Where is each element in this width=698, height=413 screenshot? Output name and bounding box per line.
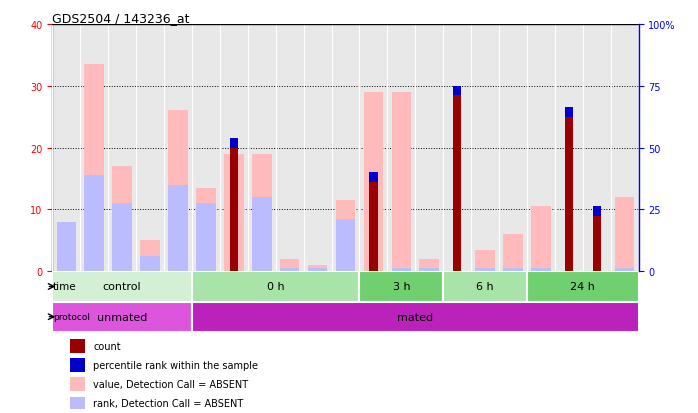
Text: count: count bbox=[94, 341, 121, 351]
Bar bbox=[308, 268, 327, 272]
Bar bbox=[336, 201, 355, 272]
Bar bbox=[336, 219, 355, 272]
Bar bbox=[392, 268, 411, 272]
Bar bbox=[531, 268, 551, 272]
Bar bbox=[308, 266, 327, 272]
Bar bbox=[615, 197, 634, 272]
Bar bbox=[252, 197, 272, 272]
Bar bbox=[70, 377, 84, 391]
Bar bbox=[419, 259, 439, 272]
Text: unmated: unmated bbox=[97, 312, 147, 322]
Bar bbox=[359, 272, 443, 302]
Bar bbox=[196, 204, 216, 272]
Text: protocol: protocol bbox=[52, 313, 89, 321]
Bar bbox=[453, 86, 461, 272]
Bar bbox=[503, 268, 523, 272]
Bar bbox=[565, 108, 573, 272]
Text: percentile rank within the sample: percentile rank within the sample bbox=[94, 360, 258, 370]
Text: GDS2504 / 143236_at: GDS2504 / 143236_at bbox=[52, 12, 190, 25]
Bar bbox=[140, 256, 160, 272]
Text: value, Detection Call = ABSENT: value, Detection Call = ABSENT bbox=[94, 379, 248, 389]
Text: rank, Detection Call = ABSENT: rank, Detection Call = ABSENT bbox=[94, 399, 244, 408]
Bar bbox=[168, 111, 188, 272]
Bar bbox=[230, 139, 238, 272]
Bar bbox=[475, 250, 495, 272]
Bar bbox=[392, 93, 411, 272]
Bar bbox=[565, 108, 573, 117]
Bar bbox=[57, 222, 76, 272]
Bar bbox=[475, 268, 495, 272]
Bar bbox=[419, 268, 439, 272]
Bar bbox=[52, 302, 192, 332]
Bar bbox=[52, 272, 192, 302]
Bar bbox=[192, 302, 639, 332]
Bar bbox=[230, 139, 238, 148]
Bar bbox=[364, 93, 383, 272]
Bar bbox=[280, 259, 299, 272]
Bar bbox=[503, 235, 523, 272]
Bar bbox=[593, 207, 601, 216]
Text: time: time bbox=[52, 282, 76, 292]
Text: 3 h: 3 h bbox=[392, 282, 410, 292]
Bar bbox=[280, 268, 299, 272]
Bar bbox=[369, 173, 378, 272]
Bar bbox=[57, 222, 76, 272]
Bar bbox=[112, 167, 132, 272]
Bar bbox=[140, 241, 160, 272]
Bar bbox=[593, 207, 601, 272]
Bar bbox=[196, 188, 216, 272]
Bar bbox=[84, 176, 104, 272]
Bar bbox=[70, 396, 84, 411]
Text: 24 h: 24 h bbox=[570, 282, 595, 292]
Bar bbox=[615, 268, 634, 272]
Bar bbox=[443, 272, 527, 302]
Bar bbox=[70, 339, 84, 353]
Bar bbox=[84, 65, 104, 272]
Bar bbox=[252, 154, 272, 272]
Text: 0 h: 0 h bbox=[267, 282, 285, 292]
Bar bbox=[527, 272, 639, 302]
Bar bbox=[369, 173, 378, 182]
Bar bbox=[112, 204, 132, 272]
Bar bbox=[70, 358, 84, 372]
Bar bbox=[168, 185, 188, 272]
Text: 6 h: 6 h bbox=[476, 282, 494, 292]
Text: control: control bbox=[103, 282, 142, 292]
Bar bbox=[192, 272, 359, 302]
Bar bbox=[453, 86, 461, 96]
Text: mated: mated bbox=[397, 312, 433, 322]
Bar bbox=[224, 154, 244, 272]
Bar bbox=[531, 207, 551, 272]
